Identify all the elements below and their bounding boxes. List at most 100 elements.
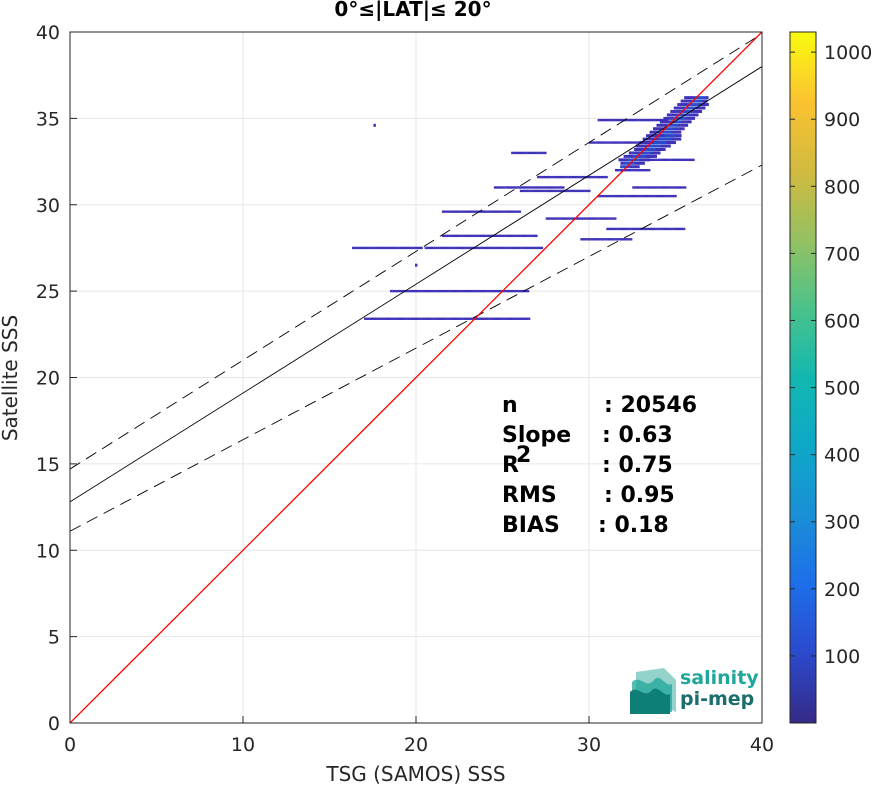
- data-point: [665, 186, 668, 189]
- data-point: [688, 96, 692, 100]
- data-point: [688, 158, 691, 162]
- data-point: [492, 317, 496, 320]
- data-point: [706, 103, 709, 107]
- data-point: [506, 186, 509, 189]
- data-point: [393, 317, 396, 320]
- data-point: [485, 289, 488, 293]
- data-point: [701, 103, 705, 107]
- data-point: [405, 317, 408, 320]
- data-point: [405, 246, 409, 250]
- data-point: [659, 137, 662, 141]
- data-point: [572, 217, 575, 220]
- data-point: [636, 141, 639, 144]
- data-point: [437, 246, 440, 250]
- data-point: [410, 289, 414, 293]
- data-point: [661, 186, 664, 189]
- data-point: [658, 147, 661, 151]
- data-point: [498, 234, 501, 238]
- data-point: [671, 134, 675, 138]
- data-point: [608, 217, 611, 220]
- data-point: [666, 194, 669, 198]
- data-point: [637, 118, 640, 122]
- data-point: [523, 151, 526, 155]
- data-point: [534, 189, 537, 193]
- data-point: [366, 317, 369, 320]
- data-point: [628, 238, 631, 241]
- data-point: [657, 186, 660, 189]
- data-point: [450, 210, 453, 213]
- data-point: [472, 317, 475, 320]
- data-point: [451, 317, 454, 320]
- data-point: [630, 194, 634, 198]
- y-tick-label: 5: [48, 627, 60, 649]
- data-point: [522, 246, 525, 250]
- data-point: [682, 103, 685, 107]
- data-point: [686, 158, 689, 162]
- data-point: [570, 175, 573, 179]
- data-point: [569, 189, 572, 193]
- data-point: [457, 317, 460, 320]
- data-point: [441, 210, 445, 213]
- data-point: [556, 186, 559, 189]
- data-point: [682, 127, 685, 131]
- data-point: [477, 234, 480, 238]
- data-point: [401, 246, 405, 250]
- data-point: [650, 151, 654, 155]
- data-point: [628, 154, 632, 158]
- data-point: [615, 238, 618, 241]
- data-point: [528, 246, 531, 250]
- data-point: [417, 289, 420, 293]
- data-point: [577, 189, 581, 193]
- data-point: [649, 118, 652, 122]
- data-point: [354, 246, 357, 250]
- data-point: [624, 118, 627, 122]
- data-point: [546, 189, 549, 193]
- data-point: [659, 130, 662, 134]
- data-point: [608, 194, 611, 198]
- data-point: [412, 289, 416, 293]
- data-point: [558, 186, 561, 189]
- data-point: [410, 246, 413, 250]
- data-point: [646, 169, 649, 172]
- data-point: [582, 189, 585, 193]
- data-point: [519, 317, 522, 320]
- data-point: [566, 217, 569, 220]
- data-point: [504, 210, 507, 213]
- data-point: [560, 217, 563, 220]
- colorbar: [789, 31, 817, 724]
- stat-label: n: [502, 393, 518, 418]
- data-point: [488, 317, 491, 320]
- data-point: [411, 317, 415, 320]
- stats-box: n: 20546 Slope: 0.63 R2: 0.75 RMS: 0.95 BIAS…: [502, 393, 697, 538]
- data-point: [479, 234, 482, 238]
- data-point: [637, 227, 640, 231]
- data-point: [476, 317, 479, 320]
- data-point: [642, 161, 645, 165]
- data-point: [691, 96, 695, 100]
- data-point: [663, 141, 667, 145]
- data-point: [597, 175, 600, 179]
- data-point: [635, 194, 638, 198]
- data-point: [627, 161, 631, 165]
- data-point: [506, 289, 509, 293]
- data-point: [481, 234, 484, 238]
- data-point: [584, 238, 587, 241]
- data-point: [573, 189, 576, 193]
- data-point: [529, 234, 532, 238]
- data-point: [629, 165, 633, 169]
- data-point: [697, 106, 701, 110]
- data-point: [495, 186, 499, 189]
- data-point: [679, 127, 683, 131]
- data-point: [662, 118, 665, 122]
- data-point: [537, 175, 540, 179]
- data-point: [633, 147, 637, 151]
- data-point: [663, 186, 666, 189]
- data-point: [641, 144, 645, 148]
- data-point: [419, 289, 422, 293]
- data-point: [564, 175, 567, 179]
- data-point: [440, 317, 444, 320]
- data-point: [626, 194, 629, 198]
- data-point: [432, 246, 436, 250]
- data-point: [593, 175, 596, 179]
- colorbar-tick-label: 600: [824, 310, 860, 332]
